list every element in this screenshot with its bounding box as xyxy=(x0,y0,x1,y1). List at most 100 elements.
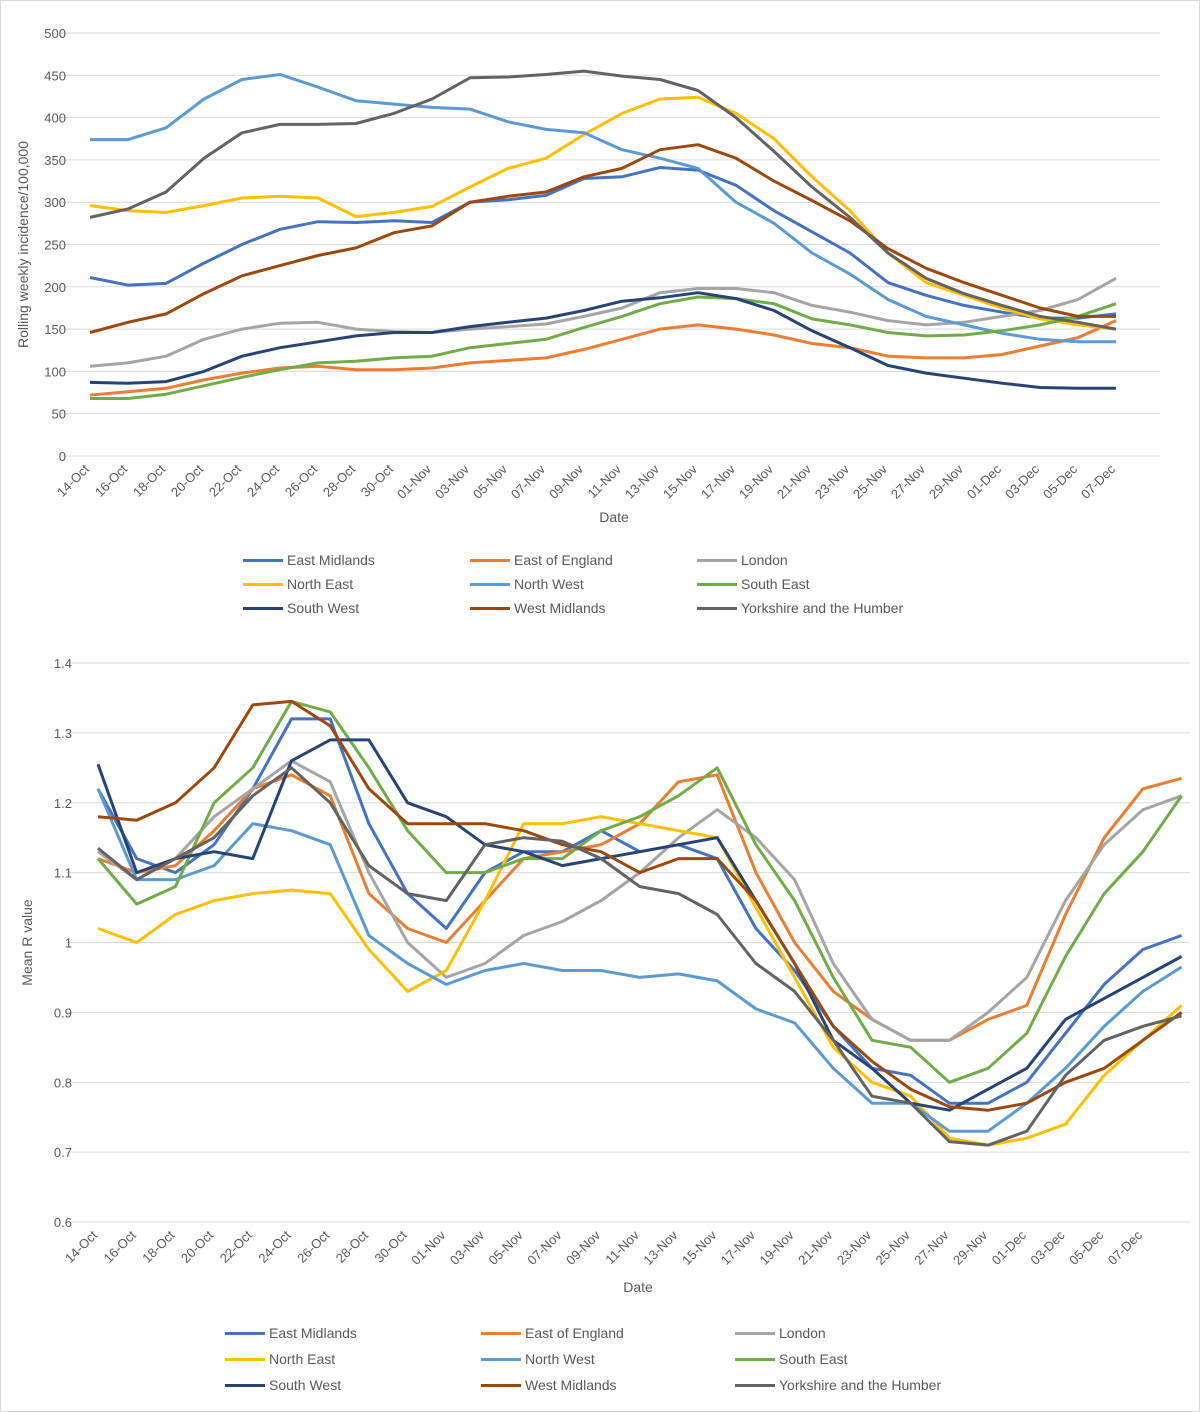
legend-label: East of England xyxy=(514,552,613,568)
x-tick-label: 19-Nov xyxy=(756,1227,797,1268)
y-tick-label: 300 xyxy=(44,195,66,210)
legend-label: London xyxy=(779,1325,826,1341)
y-tick-label: 450 xyxy=(44,68,66,83)
legend-item: South West xyxy=(243,600,470,616)
y-tick-label: 1.1 xyxy=(54,866,72,881)
x-tick-label: 20-Oct xyxy=(178,1227,216,1265)
series-line-north-west xyxy=(96,788,1183,1133)
series-line-north-west xyxy=(90,73,1116,344)
legend-label: Yorkshire and the Humber xyxy=(741,600,904,616)
y-tick-label: 50 xyxy=(52,407,66,422)
x-tick-label: 11-Nov xyxy=(602,1227,642,1267)
legend-label: East Midlands xyxy=(269,1325,357,1341)
y-tick-label: 100 xyxy=(44,364,66,379)
x-tick-label: 05-Nov xyxy=(470,461,511,502)
y-tick-label: 150 xyxy=(44,322,66,337)
x-tick-label: 01-Dec xyxy=(989,1227,1030,1268)
series-line-south-west xyxy=(96,738,1183,1112)
legend-swatch xyxy=(225,1357,265,1361)
legend-label: North East xyxy=(269,1351,336,1367)
legend-swatch xyxy=(243,558,283,562)
x-tick-label: 21-Nov xyxy=(774,461,815,502)
x-tick-label: 22-Oct xyxy=(206,461,244,499)
x-tick-label: 23-Nov xyxy=(812,461,853,502)
x-tick-label: 03-Dec xyxy=(1002,461,1043,502)
series-line-east-midlands xyxy=(96,717,1183,1105)
legend-item: London xyxy=(735,1325,1015,1341)
x-tick-label: 28-Oct xyxy=(333,1227,371,1265)
x-tick-label: 11-Nov xyxy=(585,461,625,501)
y-tick-label: 1.4 xyxy=(54,656,72,671)
legend-item: East Midlands xyxy=(243,552,470,568)
legend-label: London xyxy=(741,552,788,568)
legend-swatch xyxy=(697,606,737,610)
x-tick-label: 29-Nov xyxy=(926,461,967,502)
legend-label: Yorkshire and the Humber xyxy=(779,1377,942,1393)
series-line-yorkshire-and-the-humber xyxy=(89,69,1117,331)
x-tick-label: 03-Nov xyxy=(447,1227,488,1268)
legend-incidence: East Midlands East of England London North … xyxy=(243,552,957,616)
y-tick-label: 400 xyxy=(44,111,66,126)
series-line-london xyxy=(89,276,1117,368)
x-tick-label: 22-Oct xyxy=(217,1227,255,1265)
x-tick-label: 24-Oct xyxy=(244,461,282,499)
series-line-south-east xyxy=(90,295,1117,400)
y-tick-label: 350 xyxy=(44,153,66,168)
legend-label: West Midlands xyxy=(525,1377,617,1393)
series-line-yorkshire-and-the-humber xyxy=(97,766,1182,1147)
x-tick-label: 07-Dec xyxy=(1078,461,1119,502)
x-tick-label: 18-Oct xyxy=(139,1227,177,1265)
legend-item: North West xyxy=(481,1351,735,1367)
legend-label: South East xyxy=(741,576,810,592)
legend-label: South West xyxy=(287,600,360,616)
y-axis-title: Mean R value xyxy=(19,899,35,986)
legend-item: North East xyxy=(243,576,470,592)
legend-swatch xyxy=(481,1357,521,1361)
x-tick-label: 30-Oct xyxy=(372,1227,410,1265)
legend-swatch xyxy=(225,1331,265,1335)
legend-label: West Midlands xyxy=(514,600,606,616)
x-tick-label: 30-Oct xyxy=(358,461,396,499)
x-tick-label: 09-Nov xyxy=(546,461,587,502)
x-tick-label: 26-Oct xyxy=(282,461,320,499)
x-tick-label: 16-Oct xyxy=(92,461,130,499)
x-tick-label: 21-Nov xyxy=(795,1227,836,1268)
y-tick-label: 0.8 xyxy=(54,1075,72,1090)
legend-swatch xyxy=(697,582,737,586)
x-tick-label: 18-Oct xyxy=(130,461,168,499)
y-tick-label: 250 xyxy=(44,238,66,253)
x-tick-label: 24-Oct xyxy=(255,1227,293,1265)
legend-swatch xyxy=(470,558,510,562)
x-tick-label: 03-Dec xyxy=(1027,1227,1068,1268)
legend-item: West Midlands xyxy=(481,1377,735,1393)
x-tick-label: 15-Nov xyxy=(679,1227,720,1268)
legend-swatch xyxy=(470,582,510,586)
y-tick-label: 0.9 xyxy=(54,1005,72,1020)
x-tick-label: 13-Nov xyxy=(622,461,663,502)
x-tick-label: 07-Dec xyxy=(1105,1227,1146,1268)
legend-label: North West xyxy=(514,576,584,592)
legend-swatch xyxy=(243,606,283,610)
x-tick-label: 14-Oct xyxy=(54,461,92,499)
x-tick-label: 20-Oct xyxy=(168,461,206,499)
x-tick-label: 13-Nov xyxy=(640,1227,681,1268)
legend-label: South East xyxy=(779,1351,848,1367)
x-tick-label: 17-Nov xyxy=(718,1227,759,1268)
legend-label: East Midlands xyxy=(287,552,375,568)
legend-swatch xyxy=(470,606,510,610)
series-line-west-midlands xyxy=(97,699,1183,1112)
x-tick-label: 01-Nov xyxy=(394,461,435,502)
legend-item: Yorkshire and the Humber xyxy=(697,600,957,616)
y-tick-label: 1.2 xyxy=(54,796,72,811)
y-tick-label: 200 xyxy=(44,280,66,295)
series-line-north-east xyxy=(97,815,1183,1147)
series-line-north-east xyxy=(89,95,1117,331)
y-tick-label: 0 xyxy=(59,449,66,464)
y-tick-label: 1 xyxy=(65,936,72,951)
x-tick-label: 09-Nov xyxy=(563,1227,604,1268)
x-tick-label: 26-Oct xyxy=(294,1227,332,1265)
x-tick-label: 29-Nov xyxy=(950,1227,991,1268)
y-tick-label: 1.3 xyxy=(54,726,72,741)
series-line-south-east xyxy=(96,699,1183,1084)
